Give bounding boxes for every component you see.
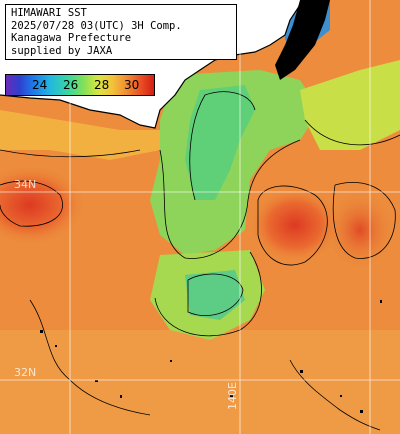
legend-label-30: 30 bbox=[124, 78, 140, 92]
lat-label-34n: 34N bbox=[14, 178, 37, 191]
title-line-3: Kanagawa Prefecture bbox=[11, 32, 132, 44]
cool-water-core bbox=[185, 85, 255, 200]
title-line-1: HIMAWARI SST bbox=[11, 7, 87, 19]
southern-cool-core bbox=[185, 270, 245, 320]
western-transition bbox=[0, 110, 160, 160]
legend-label-28: 28 bbox=[94, 78, 110, 92]
lat-label-32n: 32N bbox=[14, 366, 37, 379]
coastline bbox=[0, 4, 301, 129]
lon-label-140e: 140E bbox=[226, 382, 239, 410]
title-line-2: 2025/07/28 03(UTC) 3H Comp. bbox=[11, 19, 182, 32]
map-title-box: HIMAWARI SST 2025/07/28 03(UTC) 3H Comp.… bbox=[5, 4, 237, 60]
no-data-area bbox=[275, 0, 330, 80]
west-hot-core bbox=[0, 165, 85, 245]
southern-sea-area bbox=[0, 330, 400, 434]
east-hot-core bbox=[250, 187, 340, 263]
far-east-warm-core bbox=[325, 190, 395, 270]
no-data-speckles bbox=[40, 300, 382, 413]
legend-label-26: 26 bbox=[63, 78, 79, 92]
temperature-legend: 24 26 28 30 bbox=[5, 74, 155, 96]
title-line-4: supplied by JAXA bbox=[11, 44, 113, 57]
legend-label-24: 24 bbox=[32, 78, 48, 92]
eastern-cool-band bbox=[300, 60, 400, 150]
